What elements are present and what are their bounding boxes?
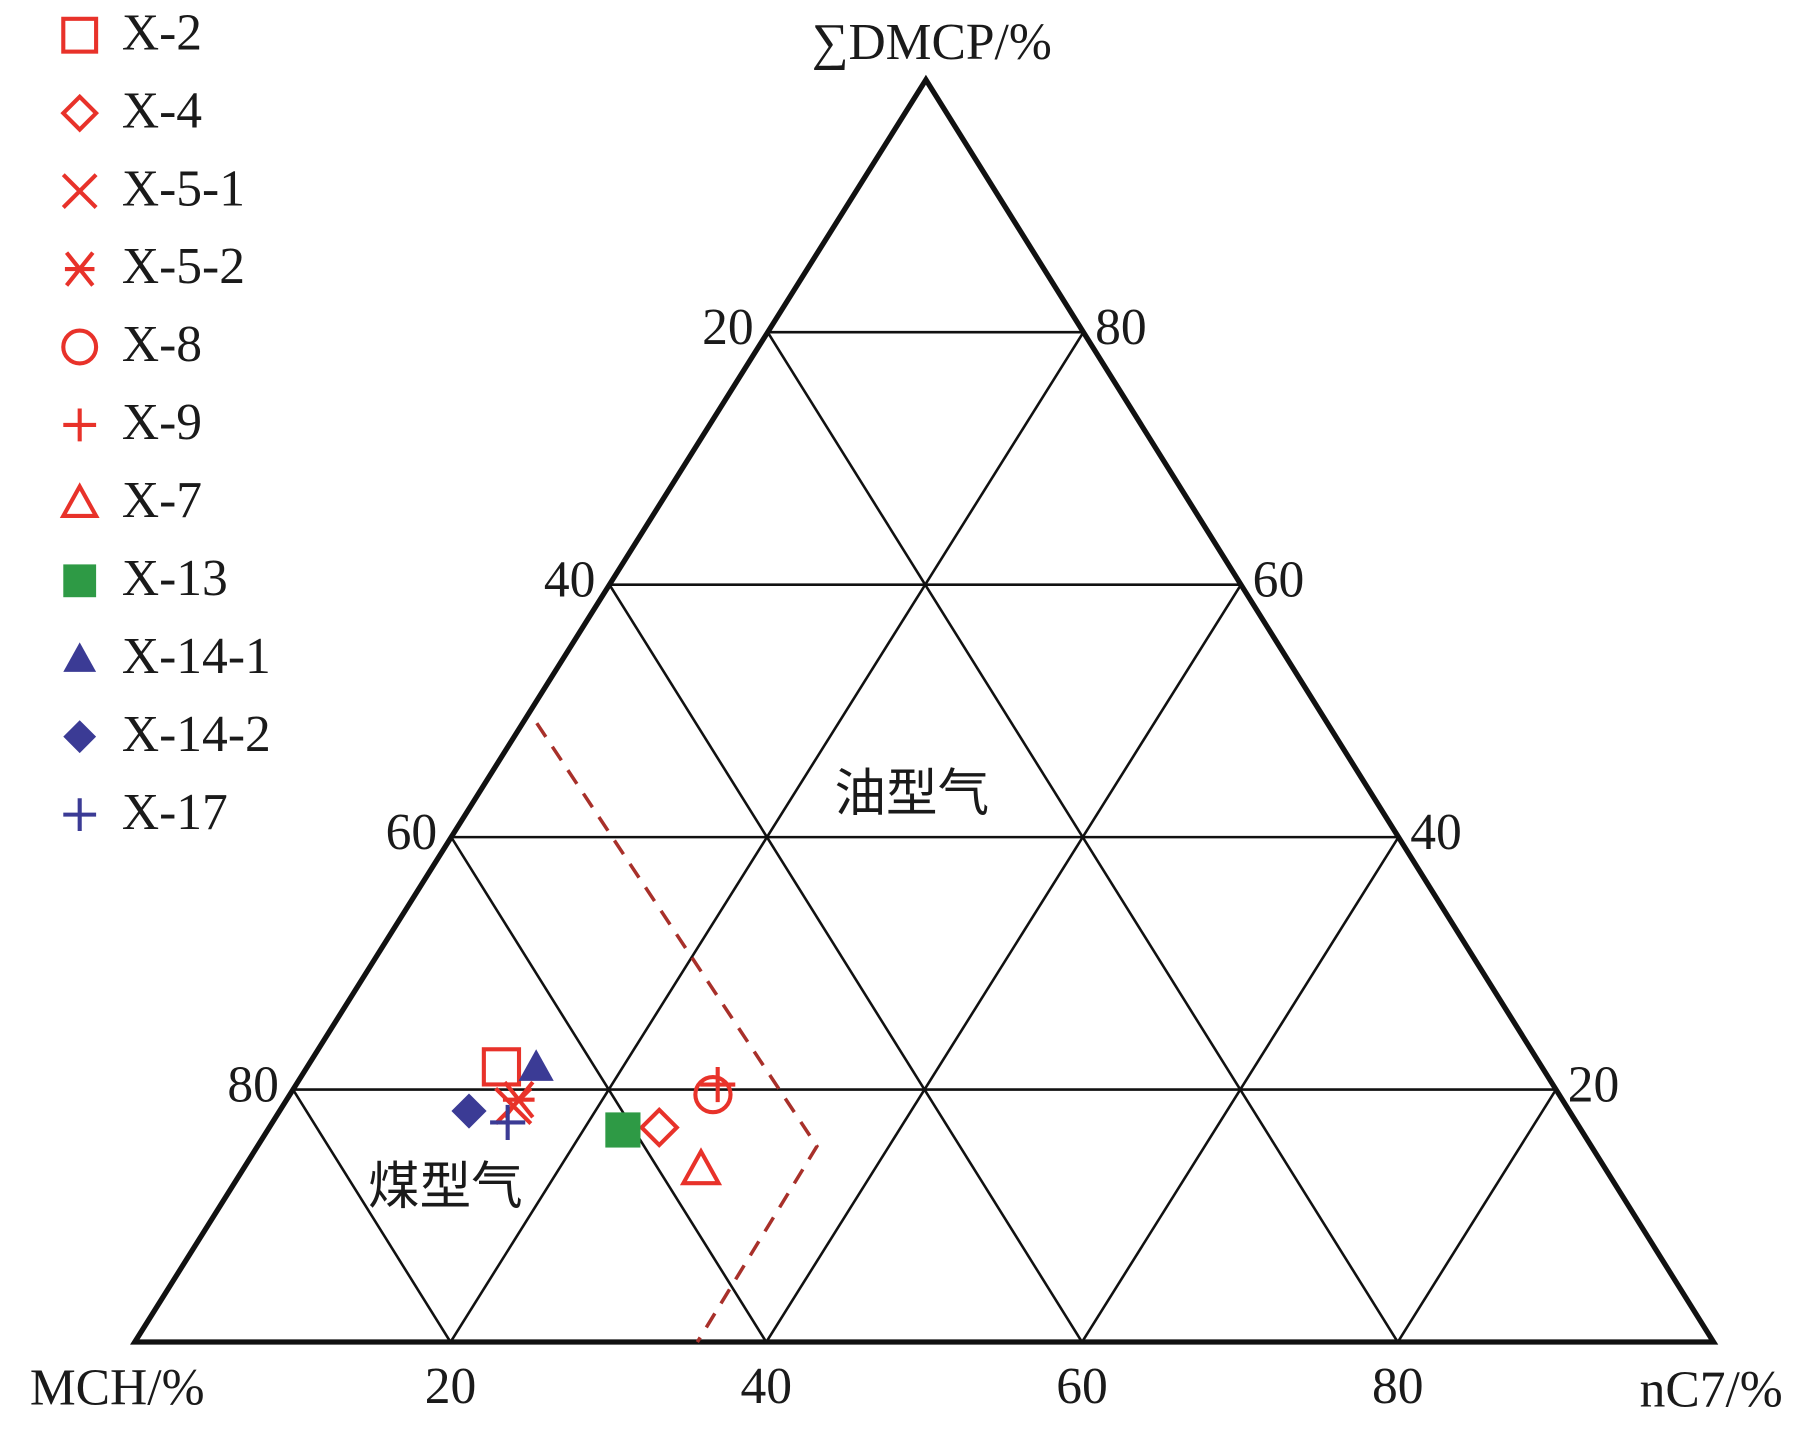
triangle-frame [130, 74, 1719, 1345]
legend-label: X-7 [122, 472, 202, 529]
region-label: 煤型气 [368, 1159, 523, 1216]
tick-label: 80 [227, 1056, 279, 1113]
data-point [638, 1106, 680, 1148]
legend-marker [63, 798, 97, 832]
grid-line [449, 331, 1085, 1343]
region-label: 油型气 [835, 766, 990, 823]
data-point [605, 1112, 641, 1148]
data-point [679, 1147, 723, 1186]
legend-label: X-5-1 [122, 160, 245, 217]
tick-label: 40 [1410, 804, 1462, 861]
tick-label: 20 [1568, 1056, 1620, 1113]
tick-label: 60 [1253, 551, 1305, 608]
legend-marker [59, 482, 100, 519]
legend-marker [64, 251, 95, 287]
data-point [451, 1093, 487, 1129]
data-point [518, 1049, 554, 1081]
tick-label: 40 [544, 551, 596, 608]
legend-label: X-14-1 [122, 628, 271, 685]
grid-line [608, 583, 1084, 1343]
legend-marker [63, 642, 97, 672]
legend-label: X-14-2 [122, 706, 271, 763]
tick-label: 60 [1056, 1358, 1108, 1415]
data-point [481, 1047, 522, 1087]
axis-title: nC7/% [1640, 1362, 1783, 1419]
legend-marker [61, 328, 99, 366]
axis-title: ∑DMCP/% [812, 14, 1052, 71]
tick-label: 80 [1095, 299, 1147, 356]
data-point [693, 1075, 733, 1115]
legend-marker [63, 408, 97, 442]
legend-marker [60, 93, 100, 133]
tick-label: 60 [386, 804, 438, 861]
legend-label: X-4 [122, 82, 202, 139]
grid-line [1396, 1088, 1558, 1343]
tick-label: 20 [425, 1358, 477, 1415]
tick-label: 40 [741, 1358, 793, 1415]
legend-label: X-2 [122, 4, 202, 61]
data-point [700, 1066, 736, 1103]
grid-line [291, 1088, 452, 1343]
tick-label: 20 [702, 299, 754, 356]
grid-line [765, 583, 1243, 1343]
legend-marker [63, 564, 97, 598]
tick-label: 80 [1372, 1358, 1424, 1415]
data-point [490, 1104, 526, 1140]
grid-line [1080, 836, 1400, 1343]
legend-label: X-8 [122, 316, 202, 373]
legend-marker [61, 16, 99, 54]
legend-marker [61, 173, 98, 209]
legend-label: X-17 [122, 784, 228, 841]
legend-label: X-5-2 [122, 238, 245, 295]
boundary-line [535, 722, 819, 1343]
legend-marker [63, 720, 97, 754]
axis-title: MCH/% [30, 1359, 205, 1416]
grid [291, 330, 1558, 1343]
legend-label: X-13 [122, 550, 228, 607]
legend-label: X-9 [122, 394, 202, 451]
